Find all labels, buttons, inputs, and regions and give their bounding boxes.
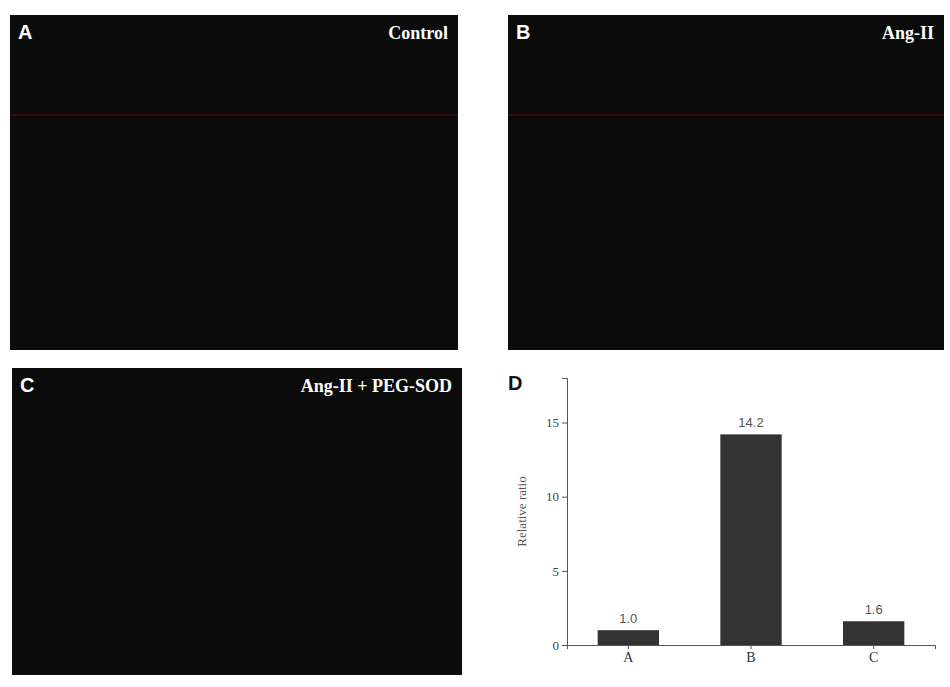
bars bbox=[598, 434, 905, 645]
tick: 5 bbox=[553, 563, 568, 578]
tick-mark bbox=[562, 497, 567, 498]
axis-title: Relative ratio bbox=[514, 476, 529, 546]
tick-mark bbox=[562, 571, 567, 572]
panel-letter: D bbox=[508, 372, 522, 394]
tick-label: C bbox=[869, 650, 878, 665]
tick-label: A bbox=[623, 650, 634, 665]
image-panel: B Ang-II bbox=[508, 15, 944, 350]
tick-label: 5 bbox=[553, 563, 560, 578]
tick-label: 10 bbox=[546, 489, 559, 504]
axis-line bbox=[562, 379, 568, 646]
panel-letter: B bbox=[516, 21, 530, 43]
tick-label: 15 bbox=[546, 415, 559, 430]
tick-label: B bbox=[746, 650, 755, 665]
tick: 10 bbox=[546, 489, 567, 504]
panel-title: Control bbox=[388, 23, 448, 43]
panel-letter: A bbox=[18, 21, 32, 43]
panel-title: Ang-II + PEG-SOD bbox=[301, 376, 452, 396]
micrograph bbox=[508, 15, 944, 350]
scan-line bbox=[10, 115, 458, 116]
micrograph bbox=[10, 15, 458, 350]
figure: A Control B Ang-II C Ang-II + PEG-SOD D 0 5 10 15 A… bbox=[0, 0, 950, 687]
tick-mark bbox=[751, 645, 752, 649]
tick: 15 bbox=[546, 415, 567, 430]
tick: 0 bbox=[553, 638, 568, 653]
image-panel: A Control bbox=[10, 15, 458, 350]
tick: B bbox=[746, 645, 755, 665]
tick-mark bbox=[628, 645, 629, 649]
data-label: 1.6 bbox=[865, 602, 883, 617]
y-axis: 0 5 10 15 bbox=[546, 379, 568, 653]
tick-mark bbox=[562, 645, 567, 646]
axis-line bbox=[568, 646, 936, 650]
data-label: 1.0 bbox=[619, 611, 637, 626]
tick-mark bbox=[562, 423, 567, 424]
bar bbox=[720, 434, 781, 645]
tick: C bbox=[869, 645, 878, 665]
tick-label: 0 bbox=[553, 638, 560, 653]
micrograph bbox=[12, 368, 462, 675]
panel-letter: C bbox=[20, 374, 34, 396]
data-labels: 1.0 14.2 1.6 bbox=[619, 415, 882, 626]
scan-line bbox=[508, 115, 944, 116]
panel-title: Ang-II bbox=[882, 23, 934, 43]
tick: A bbox=[623, 645, 634, 665]
bar bbox=[598, 630, 659, 645]
image-panel: C Ang-II + PEG-SOD bbox=[12, 368, 462, 675]
x-axis: A B C bbox=[568, 645, 936, 665]
bar bbox=[843, 621, 904, 645]
tick-mark bbox=[873, 645, 874, 649]
data-label: 14.2 bbox=[738, 415, 763, 430]
